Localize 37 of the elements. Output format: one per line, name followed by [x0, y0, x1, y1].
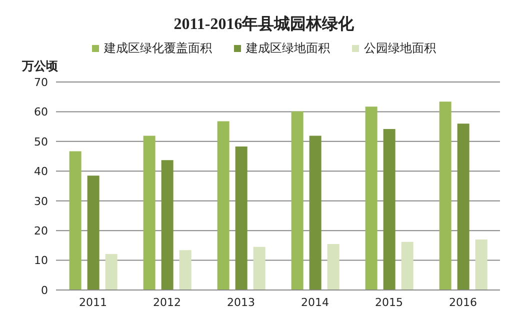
bar	[383, 128, 396, 290]
bar	[161, 160, 174, 290]
x-tick-label: 2014	[301, 296, 329, 309]
x-tick-label: 2011	[79, 296, 107, 309]
bar	[179, 250, 192, 290]
y-axis-title: 万公顷	[21, 58, 59, 74]
y-tick-label: 10	[34, 254, 48, 268]
chart-title: 2011-2016年县城园林绿化	[172, 14, 356, 35]
y-tick-label: 40	[34, 165, 48, 178]
y-tick-label: 60	[34, 106, 48, 119]
y-tick-label: 30	[34, 194, 48, 208]
bar	[291, 111, 304, 290]
bar	[327, 244, 340, 290]
y-tick-label: 70	[34, 76, 48, 89]
bar	[475, 239, 488, 290]
bar	[401, 242, 414, 290]
bar	[217, 121, 230, 290]
legend-label: 建成区绿化覆盖面积	[104, 40, 212, 56]
y-tick-label: 20	[34, 224, 48, 238]
x-tick-label: 2015	[375, 296, 403, 309]
legend-label: 公园绿地面积	[364, 40, 436, 56]
x-tick-label: 2013	[227, 296, 255, 309]
y-tick-label: 50	[34, 135, 48, 148]
bar	[253, 246, 266, 290]
x-tick-label: 2016	[449, 296, 477, 309]
bar	[439, 102, 452, 290]
bar	[69, 151, 82, 290]
y-tick-label: 0	[41, 284, 48, 297]
bar	[235, 146, 248, 290]
bar	[105, 254, 118, 290]
bar	[365, 106, 378, 290]
bar	[87, 176, 100, 290]
bar	[143, 136, 156, 290]
legend-label: 建成区绿地面积	[246, 40, 330, 56]
x-tick-label: 2012	[153, 296, 181, 309]
bar	[457, 124, 470, 290]
bar	[309, 136, 322, 290]
